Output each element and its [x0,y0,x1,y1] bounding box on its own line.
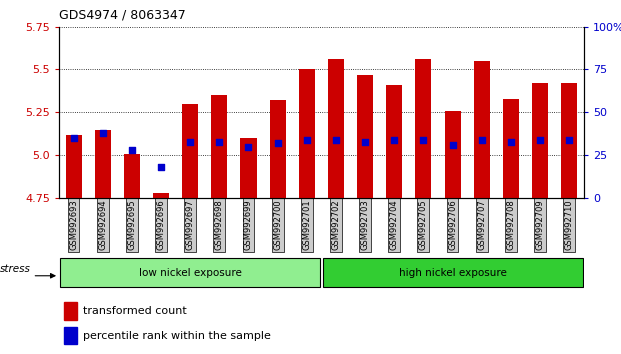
Bar [445,111,461,198]
Point [273,141,283,146]
Text: GDS4974 / 8063347: GDS4974 / 8063347 [59,9,186,22]
FancyBboxPatch shape [60,258,320,287]
Point [477,137,487,143]
Bar [503,99,519,198]
Bar [66,135,81,198]
Point [243,144,253,150]
FancyBboxPatch shape [323,258,583,287]
Bar [153,193,169,198]
Point [127,147,137,153]
Point [185,139,195,144]
Point [448,142,458,148]
Point [97,130,107,136]
Bar [95,130,111,198]
Point [564,137,574,143]
Point [360,139,370,144]
Bar [532,83,548,198]
Point [535,137,545,143]
Text: percentile rank within the sample: percentile rank within the sample [83,331,271,341]
Bar [328,59,344,198]
Text: low nickel exposure: low nickel exposure [138,268,242,278]
Text: high nickel exposure: high nickel exposure [399,268,507,278]
Bar [64,302,78,320]
Point [419,137,428,143]
Bar [415,59,432,198]
Text: transformed count: transformed count [83,306,186,316]
Bar [64,327,78,344]
Point [156,165,166,170]
Point [331,137,341,143]
Bar [474,61,490,198]
Bar [386,85,402,198]
Bar [211,95,227,198]
Text: stress: stress [0,264,31,274]
Point [389,137,399,143]
Bar [299,69,315,198]
Bar [124,154,140,198]
Bar [357,75,373,198]
Bar [240,138,256,198]
Point [68,135,78,141]
Bar [561,83,577,198]
Point [302,137,312,143]
Point [214,139,224,144]
Bar [270,101,286,198]
Point [506,139,516,144]
Bar [182,104,198,198]
